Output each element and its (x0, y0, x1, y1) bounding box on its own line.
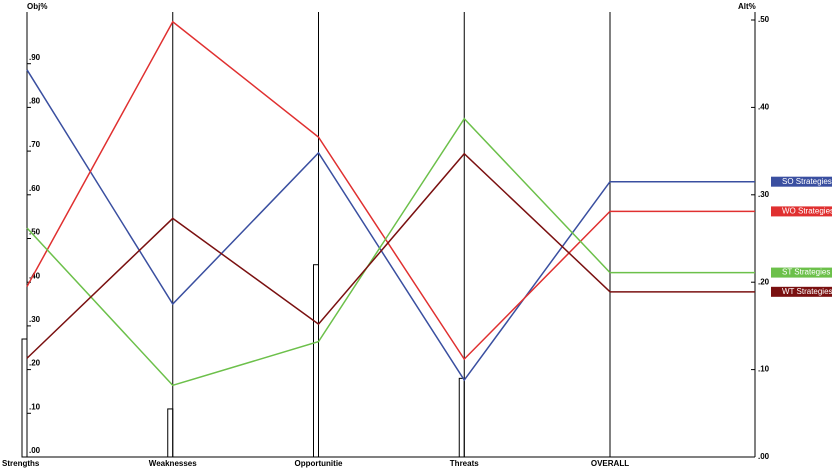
y-axis-label: Obj% (27, 2, 47, 11)
legend-label: WO Strategies (782, 207, 832, 216)
weight-bar (313, 264, 319, 458)
y-tick-label: .20 (29, 359, 41, 368)
legend-entry: SO Strategies (771, 176, 832, 187)
y-tick-label: .00 (29, 446, 41, 455)
legend-label: ST Strategies (782, 268, 830, 277)
y-tick-label: .60 (29, 184, 41, 193)
y-tick-label: .10 (29, 402, 41, 411)
y-tick-label: .90 (29, 53, 41, 62)
y2-tick-label: .30 (758, 190, 770, 199)
y-tick-label: .30 (29, 315, 41, 324)
series-line (26, 117, 611, 387)
x-tick-label: Strengths (2, 459, 40, 468)
weight-bar (167, 408, 174, 458)
legend-entry: ST Strategies (771, 267, 832, 278)
y2-tick-label: .50 (758, 15, 770, 24)
y-tick-label: .50 (29, 228, 41, 237)
y2-tick-label: .10 (758, 365, 770, 374)
legend-swatch (771, 176, 832, 187)
y2-axis-label: Alt% (738, 2, 756, 11)
legend-label: WT Strategies (782, 287, 832, 296)
legend-swatch (771, 286, 832, 297)
legend-label: SO Strategies (782, 177, 832, 186)
legend-entry: WO Strategies (771, 206, 832, 217)
x-tick-label: Weaknesses (149, 459, 197, 468)
y2-tick-label: .40 (758, 103, 770, 112)
y2-tick-label: .20 (758, 277, 770, 286)
y-tick-label: .70 (29, 140, 41, 149)
weight-bar (21, 338, 28, 458)
x-tick-label: Threats (450, 459, 479, 468)
series-line (26, 20, 611, 361)
legend-swatch (771, 206, 832, 217)
weight-bar (458, 377, 465, 458)
y2-tick-label: .00 (758, 452, 770, 461)
x-tick-label: Opportunitie (295, 459, 344, 468)
series-line (26, 69, 611, 382)
legend-entry: WT Strategies (771, 286, 832, 297)
y-tick-label: .40 (29, 271, 41, 280)
y-tick-label: .80 (29, 97, 41, 106)
x-tick-label: OVERALL (591, 459, 629, 468)
legend-swatch (771, 267, 832, 278)
series-line (26, 152, 611, 359)
